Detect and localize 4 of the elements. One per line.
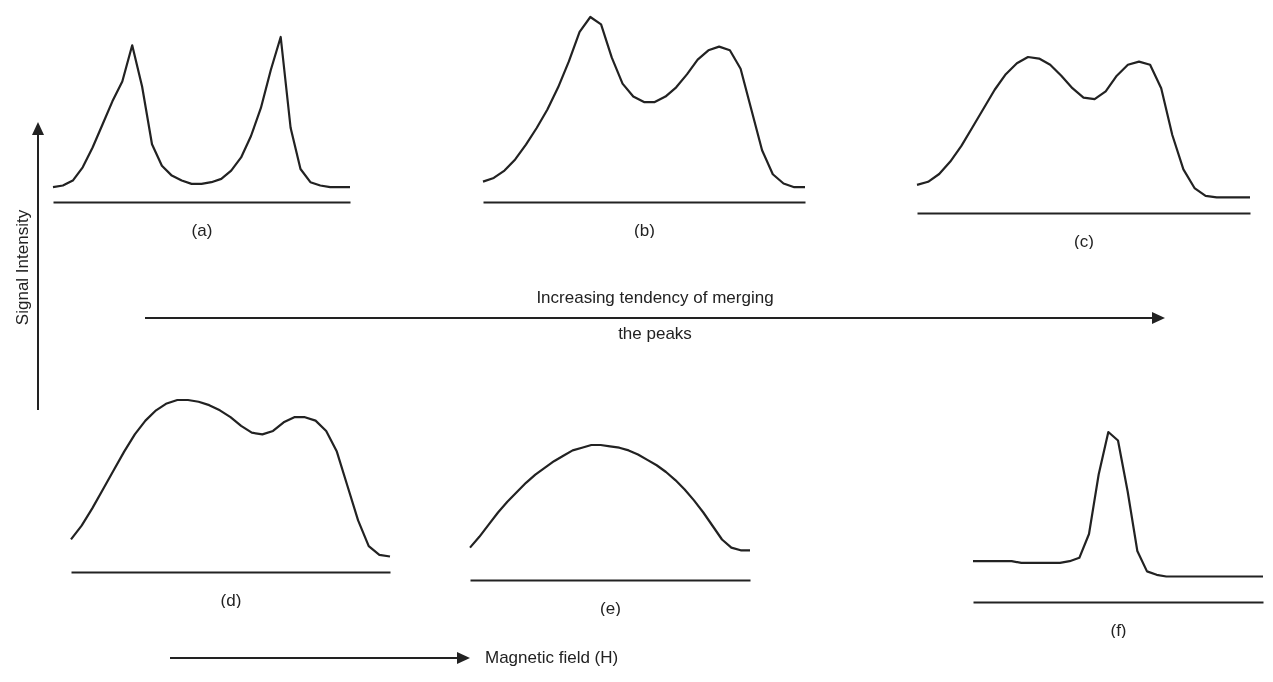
text: Increasing tendency of merging the peaks (535, 287, 775, 345)
y-axis-title: Signal Intensity (12, 209, 32, 326)
x-axis-title: (a) (191, 220, 213, 240)
text: Magnetic field (H) (485, 647, 619, 669)
